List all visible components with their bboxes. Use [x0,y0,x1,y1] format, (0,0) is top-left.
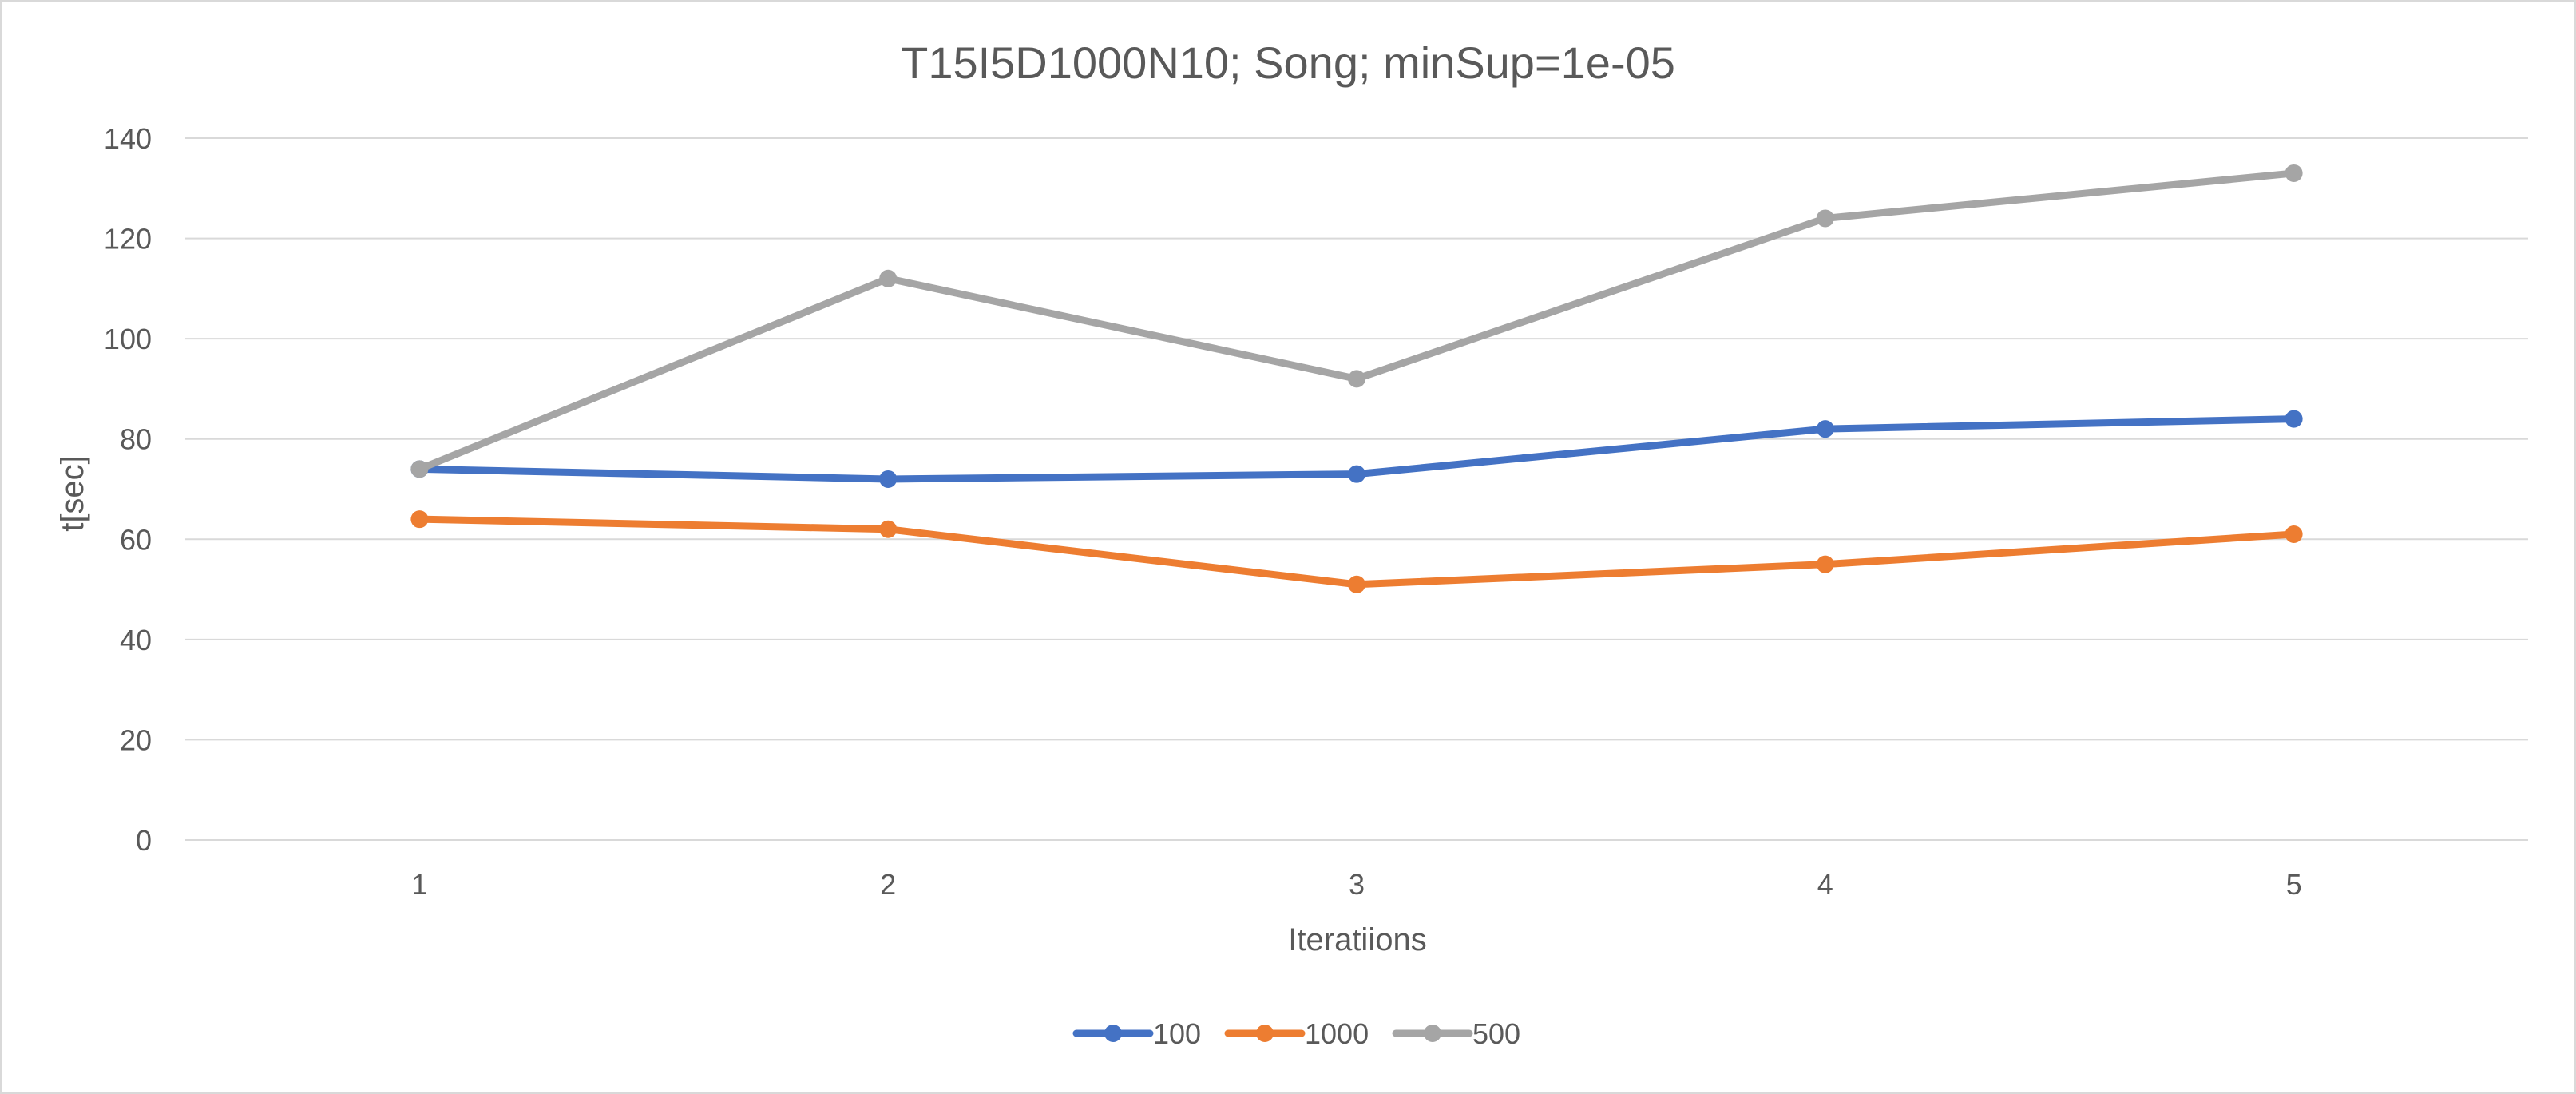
data-point [879,520,898,538]
x-tick-label: 4 [1817,868,1833,901]
y-tick-label: 100 [104,323,152,355]
x-tick-label: 2 [880,868,896,901]
data-point [879,269,898,287]
series-lines [410,164,2303,593]
series-1000 [410,510,2303,593]
x-axis-label: Iteratiions [1288,922,1426,957]
legend-marker [1424,1025,1441,1042]
legend-marker [1104,1025,1122,1042]
x-tick-label: 1 [411,868,427,901]
chart-title: T15I5D1000N10; Song; minSup=1e-05 [901,38,1675,88]
legend-marker [1256,1025,1274,1042]
y-tick-label: 140 [104,122,152,155]
legend: 100 1000 500 [1072,1017,1520,1050]
x-tick-label: 3 [1349,868,1365,901]
x-tick-label: 5 [2286,868,2302,901]
legend-item: 1000 [1224,1017,1369,1050]
data-point [1816,555,1834,573]
y-axis-ticks: 0 20 40 60 80 100 120 140 [104,122,152,857]
legend-label: 100 [1153,1017,1201,1050]
series-line [415,515,2298,589]
y-axis-label: t[sec] [55,455,90,532]
data-point [879,470,898,488]
data-point [1348,575,1365,593]
data-point [1816,420,1834,438]
y-tick-label: 120 [104,223,152,256]
data-point [1348,370,1365,388]
legend-label: 500 [1472,1017,1520,1050]
legend-item: 100 [1072,1017,1201,1050]
y-tick-label: 40 [120,624,152,656]
y-tick-label: 60 [120,523,152,556]
data-point [2285,164,2303,182]
gridlines [185,137,2528,841]
y-tick-label: 80 [120,423,152,456]
series-500 [410,164,2303,478]
data-point [410,510,429,529]
data-point [410,460,429,478]
legend-label: 1000 [1305,1017,1369,1050]
series-100 [410,410,2303,488]
data-point [1348,465,1365,483]
x-axis-ticks: 1 2 3 4 5 [411,868,2301,901]
y-tick-label: 20 [120,723,152,756]
legend-item: 500 [1392,1017,1520,1050]
data-point [1816,209,1834,228]
data-point [2285,410,2303,428]
data-point [2285,525,2303,544]
y-tick-label: 0 [136,824,152,857]
